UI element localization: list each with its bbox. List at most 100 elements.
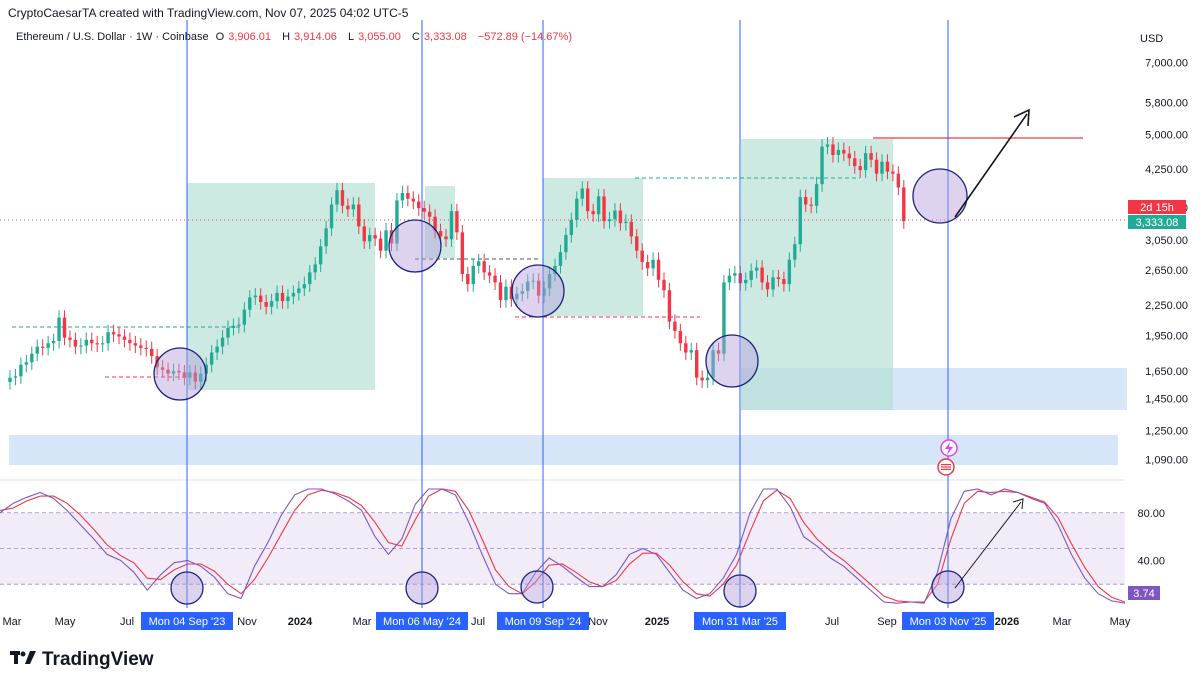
candle xyxy=(57,310,61,349)
candle-body xyxy=(531,280,535,282)
candle-body xyxy=(754,267,759,271)
candle xyxy=(520,283,524,302)
candle-body xyxy=(308,272,312,285)
candle xyxy=(422,200,426,220)
candle xyxy=(722,275,726,362)
candle xyxy=(471,258,475,292)
candle xyxy=(891,164,895,182)
candle xyxy=(553,258,557,282)
candle xyxy=(809,197,813,214)
candle-body xyxy=(182,372,187,378)
price-tick-label: 5,000.00 xyxy=(1145,129,1188,141)
candle xyxy=(329,197,334,236)
candle xyxy=(46,335,50,356)
candle-body xyxy=(569,219,574,236)
time-tick-label: 2024 xyxy=(288,616,313,628)
candle xyxy=(765,275,770,297)
candle-body xyxy=(389,230,394,244)
oscillator-projection-arrowhead xyxy=(1012,498,1024,510)
candle-body xyxy=(106,332,110,344)
candle xyxy=(869,145,873,168)
candle xyxy=(640,243,644,270)
candle xyxy=(493,268,497,290)
last-price-tag: 3,333.08 xyxy=(1136,217,1179,229)
candle xyxy=(689,342,693,361)
candle-body xyxy=(482,261,486,273)
price-tick-label: 5,800.00 xyxy=(1145,98,1188,110)
price-tick-label: 7,000.00 xyxy=(1145,58,1188,70)
candle-body xyxy=(678,331,683,344)
projection-arrows xyxy=(954,108,1030,589)
candle-body xyxy=(869,153,873,160)
candle-body xyxy=(618,210,623,224)
time-tick-label: 2025 xyxy=(645,616,669,628)
candle-body xyxy=(62,317,67,338)
candle-body xyxy=(384,230,388,251)
candle xyxy=(427,204,432,225)
candle xyxy=(487,265,492,284)
candle-body xyxy=(237,324,241,326)
candle-body xyxy=(193,372,197,382)
candle xyxy=(150,341,154,364)
candle-body xyxy=(575,198,579,220)
candle-body xyxy=(624,221,628,224)
candle-body xyxy=(493,275,497,283)
candle-body xyxy=(340,190,345,206)
oscillator-projection-arrow xyxy=(954,501,1022,589)
candle-body xyxy=(880,161,884,174)
candle xyxy=(853,150,857,174)
candle-body xyxy=(564,235,568,253)
candle xyxy=(209,345,214,373)
candle-body xyxy=(536,280,541,296)
candle-body xyxy=(520,291,524,294)
time-tick-label: Jul xyxy=(825,616,839,628)
candle-body xyxy=(346,205,350,210)
candle-body xyxy=(133,343,138,346)
candle xyxy=(259,288,263,310)
candle xyxy=(313,257,317,280)
candle-body xyxy=(19,364,23,377)
candle xyxy=(695,342,699,386)
candle xyxy=(700,370,704,388)
candle-body xyxy=(444,236,448,240)
candle-body xyxy=(798,196,802,245)
candle xyxy=(504,279,508,308)
candle xyxy=(645,254,650,276)
candle xyxy=(406,185,410,207)
candle-body xyxy=(711,350,715,378)
candle xyxy=(602,189,606,229)
candle-body xyxy=(831,144,835,155)
candle-body xyxy=(885,161,890,172)
candle xyxy=(836,142,841,163)
candle-body xyxy=(427,211,432,217)
candle xyxy=(885,154,890,180)
candle-body xyxy=(373,235,377,239)
candle-body xyxy=(863,153,868,171)
candle-body xyxy=(351,204,356,210)
candle xyxy=(580,181,584,207)
candle-body xyxy=(417,201,421,209)
candle xyxy=(215,339,219,361)
time-tick-label: 2026 xyxy=(995,616,1019,628)
candle-body xyxy=(8,377,12,382)
candle-body xyxy=(586,188,590,212)
candle-body xyxy=(776,277,781,279)
candle-body xyxy=(275,292,279,302)
candle-body xyxy=(645,262,650,269)
tradingview-logo[interactable]: TradingView xyxy=(10,649,154,671)
candle-body xyxy=(400,192,405,201)
price-tick-label: 1,650.00 xyxy=(1145,366,1188,378)
candle xyxy=(607,211,612,229)
change-value: −572.89 (−14.67%) xyxy=(477,31,572,43)
oscillator-highlight-circle-1 xyxy=(170,571,204,605)
accumulation-box-1 xyxy=(187,183,375,390)
candle xyxy=(111,324,116,342)
candle-body xyxy=(858,166,862,171)
candle-body xyxy=(656,259,661,280)
candle-body xyxy=(368,235,372,242)
candle xyxy=(73,332,78,355)
candle-body xyxy=(825,144,830,147)
candle xyxy=(569,212,574,243)
candle-body xyxy=(438,231,443,237)
